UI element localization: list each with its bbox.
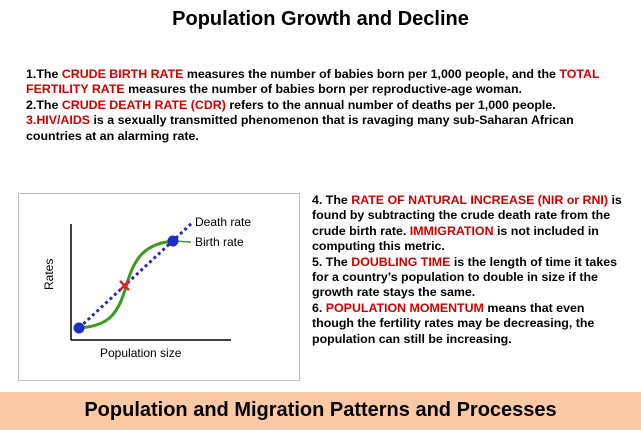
term-crude-death-rate: CRUDE DEATH RATE (CDR) bbox=[61, 97, 226, 112]
term-rate-of-natural-increase: RATE OF NATURAL INCREASE (NIR or RNI) bbox=[351, 193, 609, 207]
paragraph-natural-increase: 4. The RATE OF NATURAL INCREASE (NIR or … bbox=[312, 193, 627, 255]
y-axis-label: Rates bbox=[42, 259, 56, 290]
paragraph-crude-death-rate: 2.The CRUDE DEATH RATE (CDR) refers to t… bbox=[26, 98, 611, 113]
crossing-x-marker bbox=[119, 280, 130, 291]
p4-num: 4. The bbox=[312, 193, 352, 207]
birth-rate-label: Birth rate bbox=[195, 235, 244, 249]
p4-text2: is not included in computing this metric… bbox=[312, 223, 599, 254]
p6-text: means that even though the fertility rat… bbox=[312, 300, 595, 346]
p3-text: is a sexually transmitted phenomenon tha… bbox=[26, 113, 574, 143]
high-equilibrium-point bbox=[167, 235, 179, 247]
page-title: Population Growth and Decline bbox=[172, 8, 469, 30]
p2-num: 2.The bbox=[26, 97, 62, 112]
p1-num: 1.The bbox=[26, 67, 62, 81]
death-rate-label: Death rate bbox=[195, 215, 251, 229]
p5-num: 5. The bbox=[312, 254, 352, 269]
x-axis-label: Population size bbox=[100, 346, 182, 360]
definitions-text: 4. The RATE OF NATURAL INCREASE (NIR or … bbox=[312, 193, 627, 347]
term-immigration: IMMIGRATION bbox=[409, 223, 494, 238]
paragraph-hiv-aids: 3.HIV/AIDS is a sexually transmitted phe… bbox=[26, 113, 611, 144]
p6-num: 6. bbox=[312, 300, 326, 315]
term-doubling-time: DOUBLING TIME bbox=[351, 254, 451, 269]
footer-banner: Population and Migration Patterns and Pr… bbox=[0, 392, 641, 430]
diagram-svg: Death rate Birth rate Rates Population s… bbox=[42, 215, 251, 360]
p4-text1: is found by subtracting the crude death … bbox=[312, 193, 622, 238]
term-hiv-aids: 3.HIV/AIDS bbox=[26, 113, 91, 128]
p2-text: refers to the annual number of deaths pe… bbox=[225, 97, 556, 112]
term-population-momentum: POPULATION MOMENTUM bbox=[325, 300, 484, 315]
p5-text: is the length of time it takes for a cou… bbox=[312, 254, 617, 300]
birth-rate-curve bbox=[78, 239, 174, 330]
p1-text2: measures the number of babies born per r… bbox=[124, 82, 522, 97]
p1-text1: measures the number of babies born per 1… bbox=[183, 67, 560, 81]
paragraph-population-momentum: 6. POPULATION MOMENTUM means that even t… bbox=[312, 301, 627, 347]
term-crude-birth-rate: CRUDE BIRTH RATE bbox=[61, 67, 184, 81]
demographic-diagram: Death rate Birth rate Rates Population s… bbox=[18, 193, 300, 381]
paragraph-crude-birth-rate: 1.The CRUDE BIRTH RATE measures the numb… bbox=[26, 67, 611, 98]
intro-text: 1.The CRUDE BIRTH RATE measures the numb… bbox=[26, 67, 611, 144]
low-equilibrium-point bbox=[73, 322, 85, 334]
paragraph-doubling-time: 5. The DOUBLING TIME is the length of ti… bbox=[312, 255, 627, 301]
term-total-fertility-rate: TOTAL FERTILITY RATE bbox=[26, 67, 600, 97]
